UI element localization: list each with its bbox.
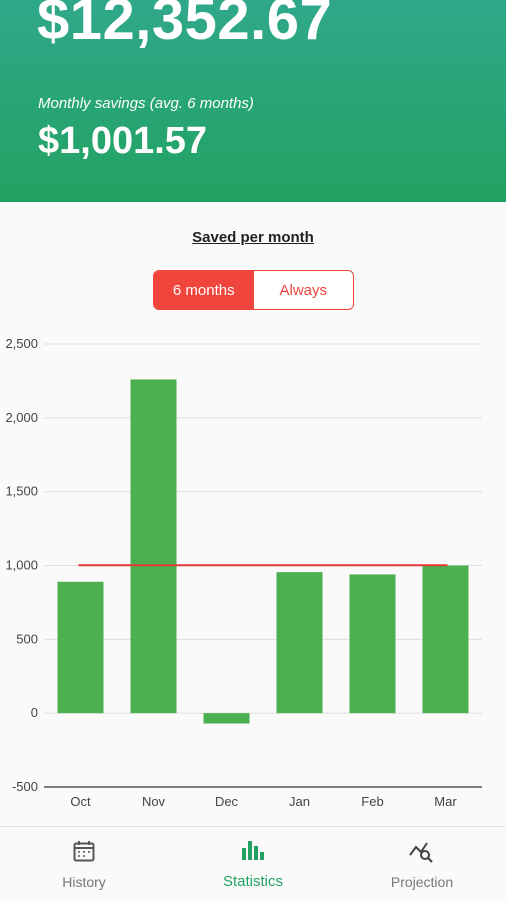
- range-toggle: 6 months Always: [153, 270, 354, 310]
- x-tick-label: Dec: [215, 794, 239, 809]
- bar-mar: [422, 565, 469, 714]
- bar-chart-icon: [240, 838, 266, 867]
- range-6-months-button[interactable]: 6 months: [154, 271, 254, 309]
- monthly-savings-chart: 2,500 2,000 1,500 1,000 500 0 -500 Oct Nov Dec Jan…: [5, 336, 482, 809]
- chart-title: Saved per month: [192, 229, 314, 246]
- monthly-savings-label: Monthly savings (avg. 6 months): [38, 95, 254, 112]
- y-tick-label: 500: [16, 631, 38, 646]
- bar-dec: [203, 713, 250, 724]
- y-tick-label: -500: [12, 779, 38, 794]
- trend-search-icon: [408, 839, 436, 868]
- nav-history[interactable]: History: [0, 827, 168, 901]
- summary-header: $12,352.67 Monthly savings (avg. 6 month…: [0, 0, 506, 202]
- monthly-savings-value: $1,001.57: [38, 120, 208, 162]
- total-savings-value: $12,352.67: [37, 0, 333, 52]
- range-always-button[interactable]: Always: [279, 281, 327, 299]
- nav-statistics-label: Statistics: [222, 873, 283, 890]
- nav-projection[interactable]: Projection: [338, 827, 506, 901]
- calendar-icon: [72, 839, 96, 868]
- nav-projection-label: Projection: [390, 873, 454, 890]
- bar-oct: [57, 581, 104, 714]
- y-tick-label: 2,500: [5, 336, 38, 351]
- bottom-navigation: History Statistics Projection: [0, 826, 506, 901]
- y-tick-label: 2,000: [5, 410, 38, 425]
- bar-nov: [130, 379, 177, 714]
- y-tick-label: 1,500: [5, 484, 38, 499]
- x-tick-label: Jan: [289, 794, 310, 809]
- nav-statistics[interactable]: Statistics: [169, 827, 337, 901]
- bar-jan: [276, 572, 323, 714]
- x-tick-label: Nov: [142, 794, 166, 809]
- y-tick-label: 1,000: [5, 558, 38, 573]
- bar-feb: [349, 574, 396, 714]
- x-tick-label: Mar: [434, 794, 457, 809]
- x-tick-label: Oct: [70, 794, 91, 809]
- nav-history-label: History: [62, 873, 106, 890]
- x-tick-label: Feb: [361, 794, 383, 809]
- y-tick-label: 0: [31, 705, 38, 720]
